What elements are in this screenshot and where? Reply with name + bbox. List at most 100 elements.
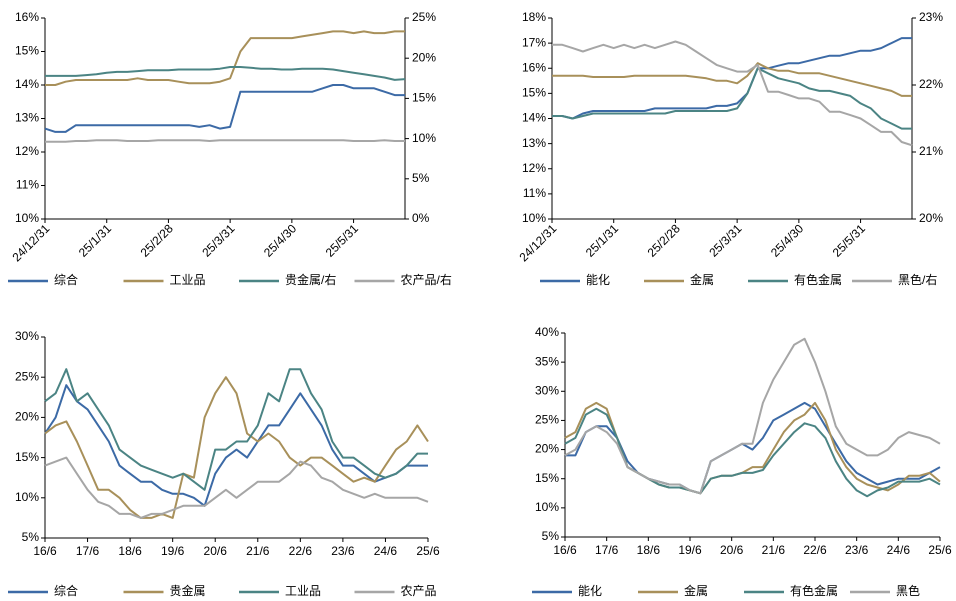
y-tick-label: 15% [535, 471, 559, 485]
y2-tick-label: 5% [412, 171, 430, 185]
y-tick-label: 25% [535, 413, 559, 427]
y-tick-label: 17% [522, 35, 546, 49]
x-tick-label: 25/1/31 [583, 221, 621, 259]
series-line [552, 62, 912, 97]
y-tick-label: 16% [15, 10, 39, 24]
x-tick-label: 24/6 [374, 544, 398, 558]
series-line [552, 37, 912, 120]
legend-label: 农产品 [401, 584, 437, 598]
y-tick-label: 12% [522, 161, 546, 175]
y-tick-label: 10% [522, 211, 546, 225]
x-tick-label: 25/3/31 [199, 221, 237, 259]
x-tick-label: 23/6 [845, 543, 869, 557]
y-tick-label: 16% [522, 60, 546, 74]
x-tick-label: 25/2/28 [138, 221, 176, 259]
legend-label: 有色金属 [794, 272, 842, 287]
x-tick-label: 25/6 [928, 543, 952, 557]
x-tick-label: 25/5/31 [323, 221, 361, 259]
x-tick-label: 23/6 [331, 544, 355, 558]
series-line [552, 67, 912, 130]
series-line [44, 368, 428, 491]
x-tick-label: 25/4/30 [261, 221, 299, 259]
series-line [44, 376, 429, 519]
x-tick-label: 18/6 [118, 544, 142, 558]
x-tick-label: 22/6 [803, 543, 827, 557]
y2-tick-label: 22% [919, 77, 943, 91]
y-tick-label: 11% [523, 186, 546, 200]
y2-tick-label: 25% [412, 10, 436, 24]
series-line [45, 139, 405, 143]
series-line [44, 84, 405, 133]
y-tick-label: 25% [15, 369, 39, 383]
y2-tick-label: 20% [412, 50, 436, 64]
x-tick-label: 17/6 [76, 544, 100, 558]
legend-label: 黑色/右 [898, 272, 937, 287]
series-line [45, 30, 405, 86]
series-line [45, 66, 406, 81]
legend-label: 能化 [578, 584, 602, 598]
x-tick-label: 21/6 [762, 543, 786, 557]
y-tick-label: 30% [535, 383, 559, 397]
y-tick-label: 5% [542, 529, 560, 543]
legend-label: 贵金属/右 [285, 272, 336, 287]
x-tick-label: 17/6 [595, 543, 619, 557]
y-tick-label: 35% [535, 354, 559, 368]
y2-tick-label: 0% [412, 211, 430, 225]
y-tick-label: 14% [522, 111, 546, 125]
x-tick-label: 20/6 [204, 544, 228, 558]
y2-tick-label: 21% [919, 144, 943, 158]
y2-tick-label: 15% [412, 91, 436, 105]
y-tick-label: 30% [15, 329, 39, 343]
series-line [565, 401, 941, 495]
x-tick-label: 25/6 [416, 544, 440, 558]
legend-label: 工业品 [285, 584, 321, 598]
x-tick-label: 25/2/28 [645, 221, 683, 259]
y-tick-label: 10% [15, 490, 39, 504]
legend-label: 贵金属 [170, 583, 206, 598]
y-tick-label: 18% [522, 10, 546, 24]
legend-label: 综合 [54, 272, 78, 287]
y-tick-label: 14% [15, 77, 39, 91]
x-tick-label: 25/5/31 [830, 221, 868, 259]
x-tick-label: 24/6 [887, 543, 911, 557]
series-line [552, 40, 913, 147]
x-tick-label: 25/3/31 [706, 221, 744, 259]
y-tick-label: 13% [522, 136, 546, 150]
x-tick-label: 18/6 [637, 543, 661, 557]
legend-label: 金属 [690, 272, 714, 287]
y-tick-label: 5% [22, 530, 40, 544]
y-tick-label: 10% [535, 500, 559, 514]
y-tick-label: 11% [16, 178, 39, 192]
x-tick-label: 22/6 [289, 544, 313, 558]
y-tick-label: 20% [535, 442, 559, 456]
x-tick-label: 21/6 [246, 544, 270, 558]
x-tick-label: 19/6 [678, 543, 702, 557]
legend-label: 农产品/右 [401, 272, 452, 287]
y-tick-label: 20% [15, 410, 39, 424]
legend-label: 金属 [684, 583, 708, 598]
series-line [564, 337, 941, 495]
legend-label: 有色金属 [790, 583, 838, 598]
legend-label: 黑色 [896, 584, 920, 598]
x-tick-label: 20/6 [720, 543, 744, 557]
legend-label: 能化 [586, 273, 610, 287]
y2-tick-label: 23% [919, 10, 943, 24]
y-tick-label: 13% [15, 111, 39, 125]
y-tick-label: 40% [535, 325, 559, 339]
x-tick-label: 19/6 [161, 544, 185, 558]
legend-label: 综合 [54, 583, 78, 598]
series-line [44, 456, 429, 519]
x-tick-label: 25/1/31 [76, 221, 114, 259]
y-tick-label: 15% [522, 86, 546, 100]
x-tick-label: 16/6 [33, 544, 57, 558]
y2-tick-label: 10% [412, 131, 436, 145]
y2-tick-label: 20% [919, 211, 943, 225]
x-tick-label: 24/12/31 [9, 221, 52, 264]
legend-label: 工业品 [170, 273, 206, 287]
y-tick-label: 12% [15, 144, 39, 158]
series-line [44, 384, 428, 507]
y-tick-label: 15% [15, 450, 39, 464]
y-tick-label: 10% [15, 211, 39, 225]
